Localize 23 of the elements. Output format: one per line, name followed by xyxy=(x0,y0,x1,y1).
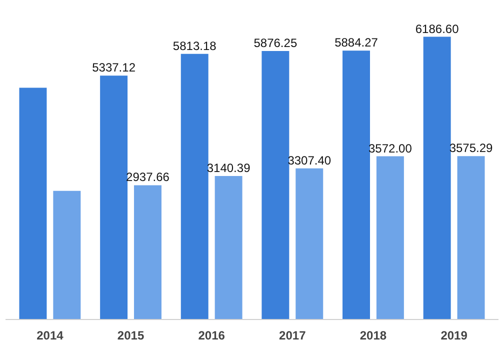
bar xyxy=(457,156,485,320)
bar xyxy=(296,168,324,320)
x-tick-label: 2015 xyxy=(117,328,144,342)
x-tick-label: 2017 xyxy=(279,328,306,342)
x-tick-label: 2018 xyxy=(360,328,387,342)
bar xyxy=(100,76,128,320)
x-tick-label: 2019 xyxy=(440,328,468,342)
data-label: 5813.18 xyxy=(172,38,217,53)
bar xyxy=(53,190,81,320)
bar xyxy=(262,50,290,320)
bar xyxy=(423,36,451,320)
bar xyxy=(214,176,242,320)
x-tick-label: 2016 xyxy=(198,328,226,342)
data-label: 5337.12 xyxy=(92,60,136,75)
bar xyxy=(19,88,47,320)
x-tick-label: 2014 xyxy=(36,328,64,342)
data-label: 5884.27 xyxy=(334,36,378,50)
bar xyxy=(342,50,370,320)
data-label: 6186.60 xyxy=(415,22,460,36)
bar xyxy=(134,185,162,320)
data-label: 5876.25 xyxy=(254,36,298,50)
bar xyxy=(376,156,404,320)
bar xyxy=(180,54,208,320)
